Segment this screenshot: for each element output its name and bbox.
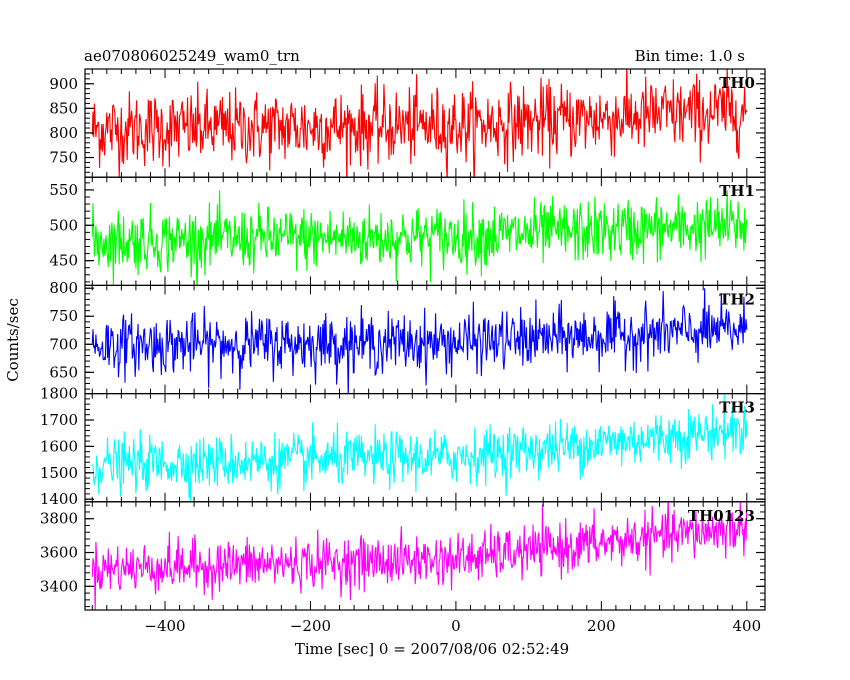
series-name-TH1: TH1: [719, 182, 755, 200]
series-line-TH3: [91, 394, 748, 502]
y-axis-label: Counts/sec: [4, 298, 22, 382]
y-tick-label-TH0: 750: [49, 149, 78, 167]
series-line-TH2: [91, 288, 748, 394]
series-name-TH0: TH0: [719, 74, 755, 92]
y-tick-label-TH2: 650: [49, 363, 78, 381]
panel-frame-TH3: [84, 393, 766, 503]
y-tick-label-TH3: 1500: [40, 464, 78, 482]
y-tick-label-TH0123: 3600: [40, 544, 78, 562]
chart-title-left: ae070806025249_wam0_trn: [84, 47, 300, 65]
panel-frame-TH0123: [84, 501, 766, 611]
y-tick-label-TH0123: 3800: [40, 510, 78, 528]
y-tick-label-TH3: 1600: [40, 437, 78, 455]
y-tick-label-TH0123: 3400: [40, 577, 78, 595]
y-tick-label-TH3: 1800: [40, 385, 78, 403]
y-tick-label-TH1: 450: [49, 252, 78, 270]
chart-title-right: Bin time: 1.0 s: [635, 47, 745, 65]
y-tick-label-TH2: 750: [49, 307, 78, 325]
y-tick-label-TH0: 850: [49, 99, 78, 117]
y-tick-label-TH1: 550: [49, 181, 78, 199]
y-tick-label-TH2: 800: [49, 279, 78, 297]
x-tick-label: −200: [290, 617, 331, 635]
y-tick-label-TH0: 900: [49, 75, 78, 93]
y-tick-label-TH3: 1400: [40, 490, 78, 508]
x-axis-label: Time [sec] 0 = 2007/08/06 02:52:49: [295, 640, 569, 658]
x-tick-label: 0: [451, 617, 461, 635]
series-line-TH0: [91, 69, 748, 178]
x-tick-label: 400: [732, 617, 761, 635]
series-name-TH0123: TH0123: [688, 507, 755, 525]
x-tick-label: −400: [144, 617, 185, 635]
series-line-TH0123: [91, 501, 748, 610]
series-name-TH2: TH2: [719, 290, 755, 308]
series-line-TH1: [91, 190, 748, 286]
y-tick-label-TH1: 500: [49, 216, 78, 234]
x-tick-label: 200: [587, 617, 616, 635]
y-tick-label-TH2: 700: [49, 335, 78, 353]
y-tick-label-TH3: 1700: [40, 411, 78, 429]
series-name-TH3: TH3: [719, 399, 755, 417]
y-tick-label-TH0: 800: [49, 124, 78, 142]
